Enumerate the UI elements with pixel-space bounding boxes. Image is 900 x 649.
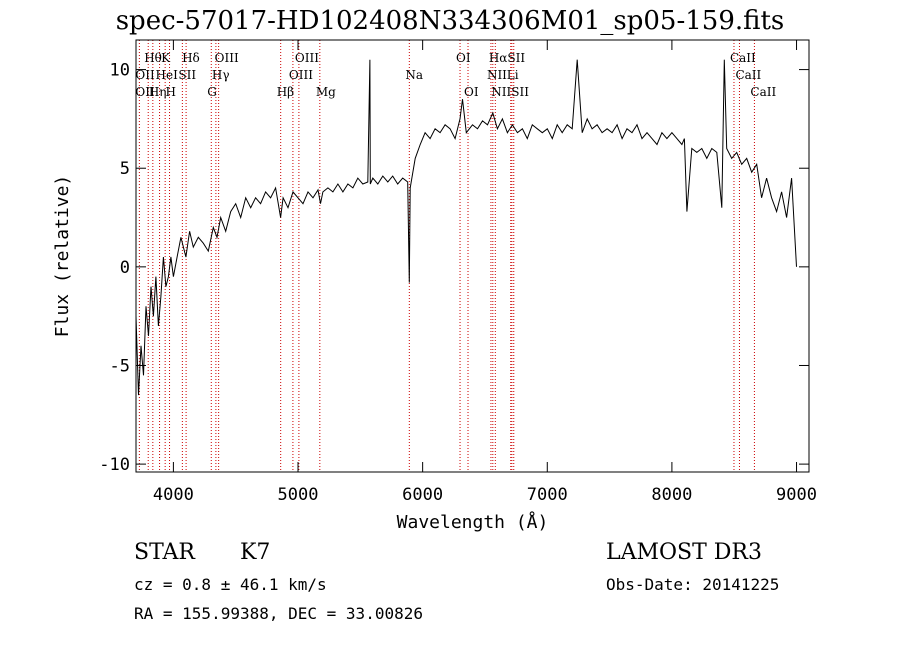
x-tick-label-0: 4000 [153,485,194,505]
x-axis-label: Wavelength (Å) [397,511,549,533]
line-label-25: CaII [750,85,776,99]
line-label-18: Hη [149,85,167,99]
line-label-14: NII [487,68,507,82]
x-axis-ticks: 4000 5000 6000 7000 8000 9000 [153,40,817,505]
line-label-11: Hγ [212,68,230,82]
line-label-12: OIII [289,68,313,82]
line-label-24: NIISII [491,85,529,99]
line-label-17: OII [135,85,155,99]
line-label-7: CaII [730,51,756,65]
subclass: K7 [240,540,271,565]
x-tick-label-1: 5000 [278,485,319,505]
line-label-1: K [161,51,171,65]
spectrum-line [135,59,797,396]
y-tick-label-4: 10 [110,61,130,81]
chart-title: spec-57017-HD102408N334306M01_sp05-159.f… [115,6,785,36]
line-label-13: Na [405,68,423,82]
line-label-6: HαSII [489,51,526,65]
y-tick-label-0: -10 [99,455,130,475]
line-label-3: OIII [215,51,239,65]
x-tick-label-5: 9000 [776,485,817,505]
y-axis-label: Flux (relative) [52,175,73,338]
x-tick-label-2: 6000 [402,485,443,505]
line-label-9: HeI [156,68,179,82]
y-tick-label-1: -5 [110,356,130,376]
line-label-15: Li [507,68,519,82]
y-axis-ticks: -10 -5 0 5 10 [99,61,809,475]
line-label-0: Hθ [144,51,162,65]
y-tick-label-2: 0 [120,258,130,278]
survey-name: LAMOST DR3 [606,540,762,565]
line-label-20: G [207,85,217,99]
line-label-19: H [166,85,176,99]
line-label-2: Hδ [182,51,200,65]
object-class: STAR [134,540,195,565]
y-tick-label-3: 5 [120,159,130,179]
line-label-23: OI [464,85,479,99]
line-label-10: SII [178,68,196,82]
coordinates: RA = 155.99388, DEC = 33.00826 [134,604,423,623]
line-markers-group [138,40,755,472]
line-label-5: OI [456,51,471,65]
plot-frame [135,39,810,473]
line-label-22: Mg [316,85,336,99]
line-label-16: CaII [735,68,761,82]
x-tick-label-4: 8000 [651,485,692,505]
line-label-21: Hβ [277,85,294,99]
redshift-cz: cz = 0.8 ± 46.1 km/s [134,575,327,594]
x-tick-label-3: 7000 [527,485,568,505]
line-labels-group: Hθ K Hδ OIII OIII OI HαSII CaII OII HeI SII Hγ OIII N… [135,51,776,99]
observation-date: Obs-Date: 20141225 [606,575,780,594]
line-label-4: OIII [295,51,319,65]
line-label-8: OII [135,68,155,82]
